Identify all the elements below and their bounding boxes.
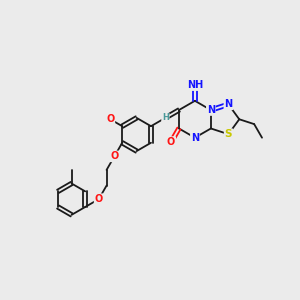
Text: S: S — [225, 129, 232, 139]
Text: O: O — [110, 152, 118, 161]
Text: H: H — [162, 113, 169, 122]
Text: NH: NH — [187, 80, 203, 90]
Text: O: O — [94, 194, 103, 204]
Text: N: N — [224, 99, 232, 109]
Text: O: O — [167, 137, 175, 147]
Text: O: O — [106, 114, 114, 124]
Text: N: N — [191, 133, 199, 143]
Text: N: N — [207, 105, 215, 115]
